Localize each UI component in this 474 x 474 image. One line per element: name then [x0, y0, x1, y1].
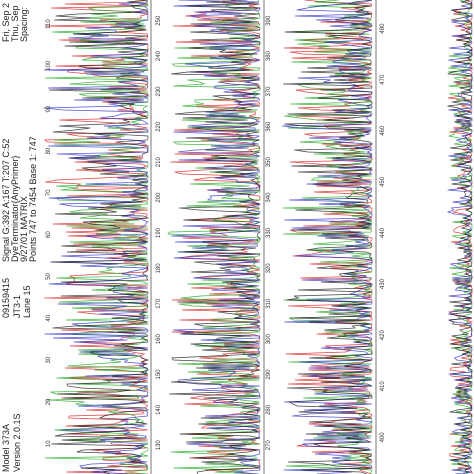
base-position: 370	[266, 86, 272, 97]
header-text: Lane 15	[22, 285, 32, 318]
base-position: 90	[46, 105, 52, 112]
base-position: 210	[156, 157, 162, 168]
base-position: 190	[156, 227, 162, 238]
base-position: 170	[156, 298, 162, 309]
trace	[447, 0, 474, 474]
trace	[283, 0, 374, 474]
header-text: 9/27/01 MATRIX	[19, 196, 29, 262]
base-position: 150	[156, 369, 162, 380]
header-text: Model 373A	[1, 424, 11, 472]
trace	[43, 0, 150, 474]
trace	[283, 0, 374, 474]
base-position: 420	[380, 330, 386, 341]
base-position: 360	[266, 121, 272, 132]
base-position: 380	[266, 50, 272, 61]
base-position: 310	[266, 298, 272, 309]
base-position: 220	[156, 121, 162, 132]
trace	[48, 0, 150, 474]
base-position: 60	[46, 231, 52, 238]
base-position: 390	[266, 15, 272, 26]
base-position: 400	[380, 432, 386, 443]
base-position: 20	[46, 398, 52, 405]
base-position: 290	[266, 369, 272, 380]
base-position: 140	[156, 404, 162, 415]
header-text: Thu, Sep	[10, 5, 20, 42]
header-text: Signal G:392 A:167 T:207 C:52	[1, 139, 11, 262]
base-position: 350	[266, 157, 272, 168]
header-text: Fri, Sep 2	[1, 3, 11, 42]
trace	[43, 0, 150, 474]
trace	[447, 0, 474, 474]
base-position: 10	[46, 440, 52, 447]
base-position: 70	[46, 189, 52, 196]
base-position: 280	[266, 404, 272, 415]
base-position: 80	[46, 147, 52, 154]
base-position: 180	[156, 263, 162, 274]
base-position: 110	[46, 19, 52, 29]
base-position: 430	[380, 278, 386, 289]
base-position: 330	[266, 227, 272, 238]
header-text: DyeTerminator{AnyPrimer}	[10, 155, 20, 262]
base-position: 50	[46, 272, 52, 279]
base-position: 130	[156, 440, 162, 451]
base-position: 300	[266, 334, 272, 345]
base-position: 250	[156, 15, 162, 26]
base-position: 40	[46, 314, 52, 321]
base-position: 240	[156, 50, 162, 61]
header-text: 09159415	[1, 278, 11, 318]
base-position: 320	[266, 263, 272, 274]
header-text: Points 747 to 7454 Base 1: 747	[28, 136, 38, 262]
trace	[167, 0, 262, 474]
base-position: 470	[380, 74, 386, 85]
labels: Model 373A Version 2.0.1S 09159415 JT3-1…	[1, 3, 386, 472]
base-position: 160	[156, 334, 162, 345]
base-position: 480	[380, 23, 386, 34]
trace	[282, 0, 374, 474]
base-position: 200	[156, 192, 162, 203]
header-text: Version 2.0.1S	[12, 413, 22, 472]
base-position: 440	[380, 227, 386, 238]
header-text: Spacing:	[19, 7, 29, 42]
trace	[169, 0, 262, 474]
base-position: 30	[46, 356, 52, 363]
base-position: 460	[380, 125, 386, 136]
header-text: JT3-1	[12, 295, 22, 318]
trace	[171, 0, 262, 474]
base-position: 270	[266, 440, 272, 451]
traces	[43, 0, 474, 474]
base-position: 340	[266, 192, 272, 203]
base-position: 450	[380, 176, 386, 187]
base-position: 230	[156, 86, 162, 97]
base-position: 100	[46, 60, 52, 71]
base-position: 410	[380, 381, 386, 392]
